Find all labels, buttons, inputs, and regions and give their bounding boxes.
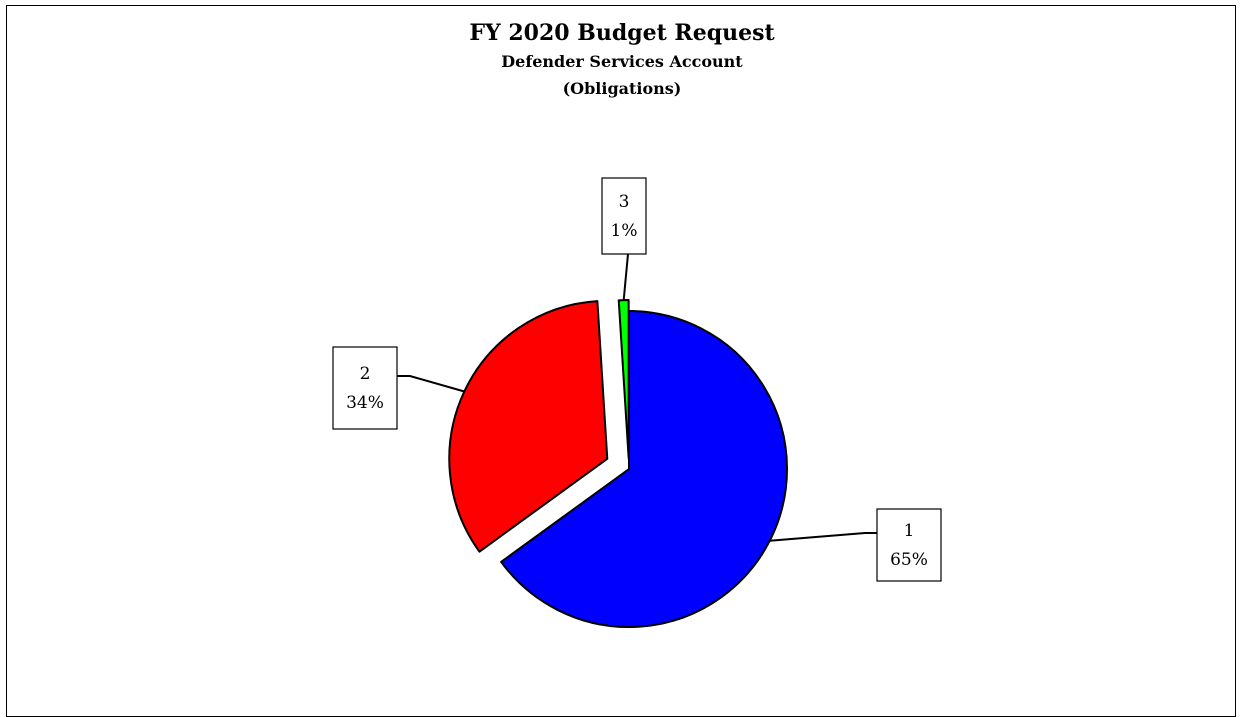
data-label-category-3: 3 bbox=[619, 192, 630, 212]
data-label-category-2: 2 bbox=[360, 364, 371, 384]
data-label-box-2 bbox=[332, 346, 398, 430]
leader-line-3 bbox=[622, 253, 629, 301]
leader-line-2 bbox=[397, 375, 465, 393]
data-label-box-3 bbox=[601, 177, 647, 255]
leader-line-1 bbox=[769, 532, 877, 542]
pie-slice-1 bbox=[500, 310, 788, 628]
data-label-percent-3: 1% bbox=[611, 221, 638, 241]
data-label-percent-2: 34% bbox=[346, 393, 384, 413]
chart-titles: FY 2020 Budget Request Defender Services… bbox=[0, 18, 1244, 102]
chart-subtitle-obligations: (Obligations) bbox=[562, 79, 682, 98]
data-label-category-1: 1 bbox=[904, 521, 915, 541]
chart-title: FY 2020 Budget Request bbox=[469, 20, 775, 46]
data-label-percent-1: 65% bbox=[890, 550, 928, 570]
pie-slice-3 bbox=[617, 299, 630, 460]
chart-subtitle-account: Defender Services Account bbox=[501, 52, 743, 71]
pie-slice-2 bbox=[448, 300, 609, 553]
data-label-box-1 bbox=[876, 508, 942, 582]
data-label-2: 234% bbox=[332, 346, 398, 430]
data-label-3: 31% bbox=[601, 177, 647, 255]
data-label-1: 165% bbox=[876, 508, 942, 582]
